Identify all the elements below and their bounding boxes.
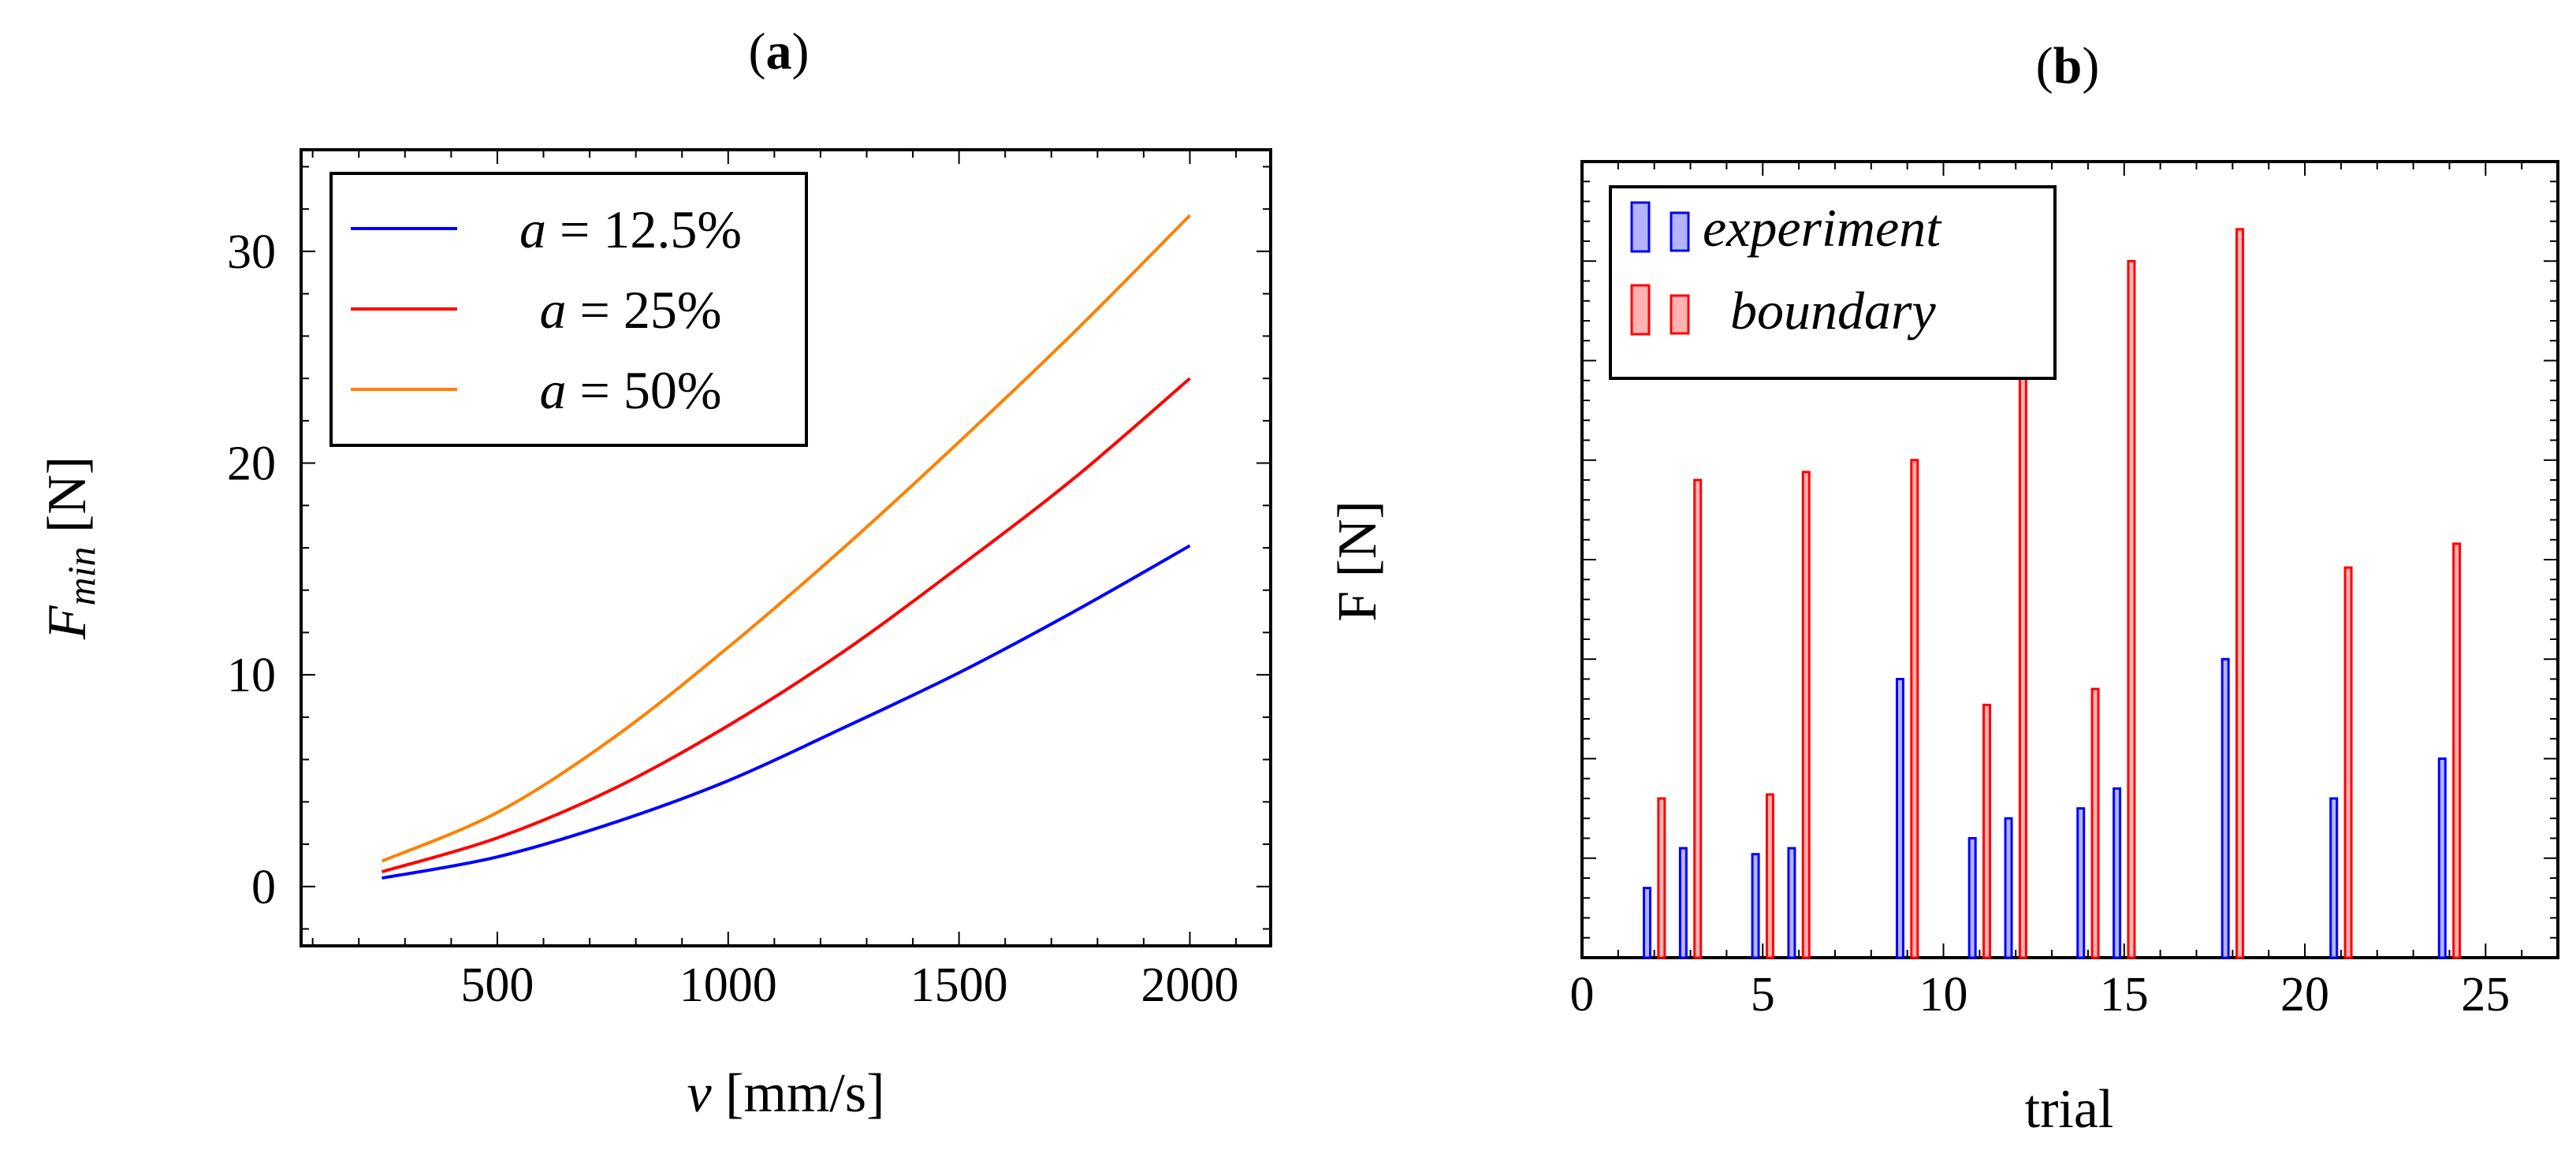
legend-b: experiment boundary: [1609, 185, 2057, 380]
bar-boundary-24: [2452, 542, 2462, 959]
bar-boundary-9: [1910, 459, 1919, 959]
bar-boundary-6: [1801, 471, 1811, 959]
bar-experiment-24: [2437, 757, 2447, 959]
x-tick-label-a: 1500: [910, 958, 1008, 1012]
bar-boundary-21: [2343, 566, 2353, 959]
legend-a: a = 12.5% a = 25% a = 50%: [329, 172, 808, 447]
bar-experiment-5: [1751, 853, 1760, 959]
series-line-2: [381, 377, 1191, 873]
bar-experiment-18: [2220, 657, 2230, 959]
legend-label-experiment: experiment: [1703, 198, 1942, 258]
legend-swatch-experiment-2: [1670, 211, 1690, 252]
bar-experiment-2: [1643, 887, 1652, 959]
bar-boundary-12: [2018, 359, 2027, 959]
chart-a: 500 1000 1500 2000 0 10 20 30 v [mm/s] Fmin [N] a …: [37, 148, 1272, 1124]
bar-experiment-12: [2004, 817, 2013, 959]
x-tick-label-a: 2000: [1141, 958, 1239, 1012]
y-tick-label-a: 20: [227, 437, 276, 491]
panel-b-label: (b): [2036, 37, 2100, 95]
y-axis-label-a: Fmin [N]: [37, 456, 103, 640]
x-tick-label-b: 15: [2100, 968, 2149, 1022]
x-axis-label-b: trial: [2025, 1079, 2114, 1140]
bar-experiment-3: [1678, 847, 1688, 959]
bar-experiment-11: [1967, 837, 1977, 959]
legend-swatch-boundary-2: [1670, 294, 1690, 335]
panel-a-label: (a): [749, 23, 810, 80]
legend-label-1: a = 12.5%: [519, 199, 742, 259]
x-tick-label-b: 20: [2280, 968, 2329, 1022]
bar-boundary-14: [2090, 687, 2100, 959]
bar-experiment-14: [2076, 807, 2086, 959]
y-tick-label-a: 30: [227, 225, 276, 279]
legend-label-boundary: boundary: [1730, 281, 1936, 341]
x-axis-label-a: v [mm/s]: [687, 1063, 885, 1124]
bar-boundary-5: [1765, 793, 1774, 959]
chart-b: 0 5 10 15 20 25 trial F [N] experiment boundary: [1327, 160, 2559, 1140]
bar-experiment-6: [1787, 847, 1796, 959]
x-tick-label-b: 10: [1919, 968, 1968, 1022]
legend-swatch-boundary-1: [1630, 284, 1651, 336]
y-tick-label-a: 0: [251, 861, 276, 914]
x-tick-label-a: 500: [460, 958, 534, 1012]
bar-boundary-2: [1657, 797, 1666, 959]
x-tick-label-b: 0: [1570, 968, 1595, 1022]
legend-label-3: a = 50%: [540, 360, 722, 420]
y-tick-label-a: 10: [227, 649, 276, 702]
x-tick-label-a: 1000: [679, 958, 777, 1012]
bar-experiment-15: [2113, 787, 2122, 959]
bar-experiment-9: [1895, 678, 1904, 959]
bar-boundary-18: [2235, 228, 2245, 959]
bar-boundary-11: [1982, 703, 1992, 959]
bar-boundary-15: [2127, 259, 2136, 959]
legend-label-2: a = 25%: [540, 280, 722, 340]
y-axis-label-b: F [N]: [1327, 501, 1388, 622]
bar-experiment-21: [2329, 797, 2339, 959]
x-tick-label-b: 5: [1751, 968, 1775, 1022]
bar-boundary-3: [1693, 478, 1703, 959]
series-line-1: [382, 544, 1191, 880]
series-line-3: [381, 214, 1191, 863]
legend-swatch-experiment-1: [1630, 201, 1651, 253]
x-tick-label-b: 25: [2461, 968, 2510, 1022]
